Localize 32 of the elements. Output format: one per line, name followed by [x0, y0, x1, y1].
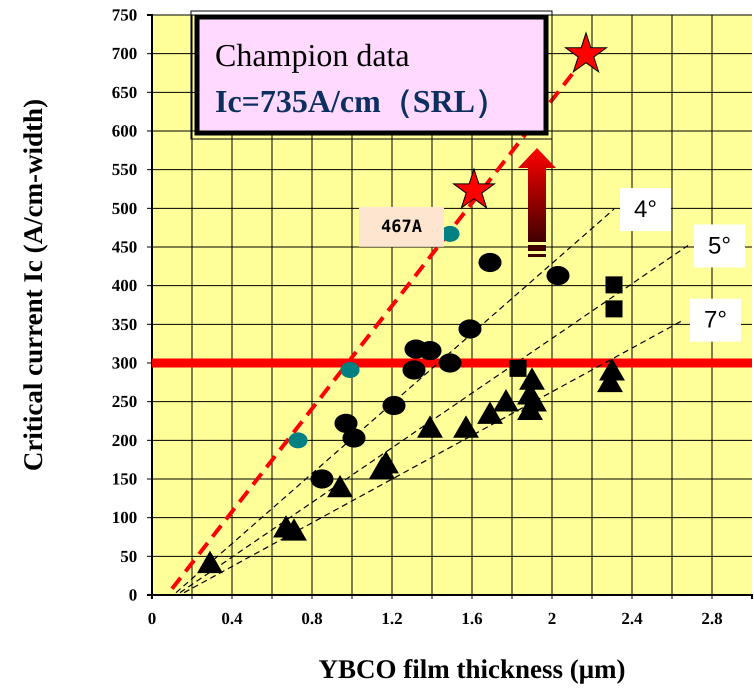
y-tick-label: 100 — [112, 508, 138, 528]
annotation: Champion data — [215, 37, 410, 73]
y-tick-label: 50 — [120, 546, 138, 566]
y-tick-label: 300 — [112, 353, 138, 372]
y-tick-label: 700 — [112, 44, 138, 64]
y-tick-label: 350 — [112, 314, 138, 334]
y-tick-label: 500 — [112, 198, 138, 218]
series-label: 5° — [708, 232, 731, 260]
annotation: Ic=735A/cm（SRL） — [215, 83, 507, 119]
x-tick-label: 2.4 — [621, 609, 644, 628]
y-tick-label: 550 — [112, 160, 138, 180]
x-tick-label: 1.6 — [461, 609, 483, 628]
y-tick-label: 400 — [112, 276, 138, 296]
x-tick-label: 1.2 — [381, 609, 403, 628]
x-tick-label: 2 — [548, 609, 556, 628]
y-tick-label: 0 — [128, 585, 138, 604]
x-tick-label: 0.8 — [301, 609, 323, 628]
y-axis-title: Critical current Ic (A/cm-width) — [18, 98, 48, 472]
annotation: 467A — [381, 216, 422, 237]
y-tick-label: 650 — [112, 82, 138, 102]
y-tick-label: 450 — [112, 237, 138, 256]
y-tick-label: 200 — [112, 430, 138, 450]
x-tick-label: 2.8 — [701, 609, 723, 628]
y-tick-label: 250 — [112, 392, 138, 412]
x-tick-label: 0 — [148, 609, 156, 628]
x-axis-title: YBCO film thickness (μm) — [318, 654, 626, 684]
y-tick-label: 150 — [112, 469, 138, 488]
y-tick-label: 750 — [112, 5, 138, 24]
series-label: 7° — [704, 306, 727, 334]
y-tick-label: 600 — [112, 121, 138, 140]
series-label: 4° — [634, 196, 657, 224]
x-tick-label: 0.4 — [221, 609, 244, 628]
